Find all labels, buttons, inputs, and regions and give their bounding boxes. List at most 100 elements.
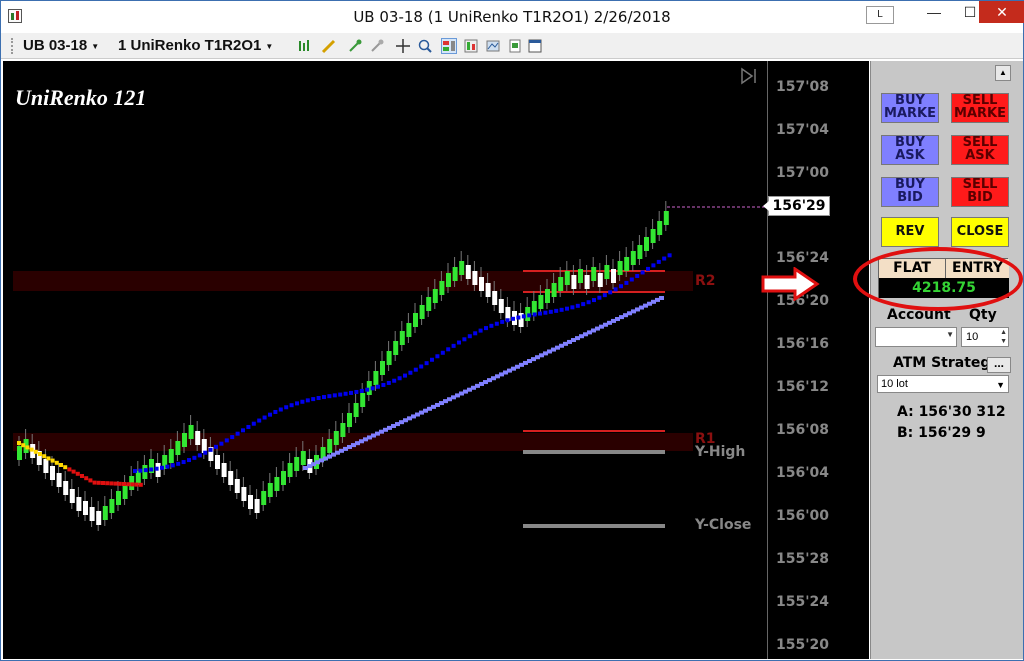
fast-ma-point bbox=[494, 321, 499, 326]
templates-icon[interactable] bbox=[485, 38, 501, 54]
fast-ma-point bbox=[575, 303, 580, 308]
fast-ma-point bbox=[581, 302, 586, 307]
ma-point bbox=[59, 463, 63, 467]
properties-icon[interactable] bbox=[347, 38, 363, 54]
up-brick bbox=[446, 273, 451, 287]
fast-ma-point bbox=[143, 468, 148, 473]
r2-band bbox=[13, 271, 693, 291]
slow-ma-point bbox=[591, 328, 596, 333]
fast-ma-point bbox=[219, 441, 224, 446]
fast-ma-point bbox=[629, 277, 634, 282]
up-brick bbox=[353, 403, 359, 417]
ma-point bbox=[117, 481, 122, 486]
down-brick bbox=[56, 473, 62, 487]
minimize-button[interactable]: — bbox=[927, 4, 941, 20]
up-brick bbox=[439, 281, 445, 295]
slow-ma-point bbox=[355, 441, 360, 446]
slow-ma-point bbox=[371, 433, 376, 438]
qty-label: Qty bbox=[969, 307, 997, 323]
slow-ma-point bbox=[451, 395, 456, 400]
spinner-arrows-icon[interactable]: ▲ ▼ bbox=[1000, 329, 1007, 345]
slow-ma-point bbox=[463, 389, 468, 394]
atm-strategy-select[interactable]: 10 lot ▼ bbox=[877, 375, 1009, 393]
chevron-down-icon: ▼ bbox=[996, 380, 1005, 390]
price-axis[interactable]: 157'08 157'04 157'00 156'24 156'20 156'16 156'… bbox=[767, 61, 869, 659]
price-tick-label: 155'20 bbox=[776, 637, 829, 653]
up-brick bbox=[663, 211, 669, 225]
toolbar-grip[interactable] bbox=[11, 38, 14, 54]
zoom-icon[interactable] bbox=[417, 38, 433, 54]
fast-ma-point bbox=[354, 389, 359, 394]
fast-ma-point bbox=[392, 378, 397, 383]
hide-icon[interactable] bbox=[369, 38, 385, 54]
fast-ma-point bbox=[613, 287, 618, 292]
sell-ask-button[interactable]: SELL ASK bbox=[951, 135, 1009, 165]
close-position-button[interactable]: CLOSE bbox=[951, 217, 1009, 247]
up-brick bbox=[287, 463, 293, 477]
fast-ma-point bbox=[408, 370, 413, 375]
down-brick bbox=[234, 479, 240, 493]
up-brick bbox=[591, 267, 597, 281]
slow-ma-point bbox=[619, 315, 624, 320]
down-brick bbox=[248, 495, 253, 509]
fast-ma-point bbox=[370, 386, 375, 391]
buy-ask-button[interactable]: BUY ASK bbox=[881, 135, 939, 165]
down-brick bbox=[96, 511, 102, 525]
crosshair-icon[interactable] bbox=[395, 38, 411, 54]
fast-ma-point bbox=[349, 390, 353, 395]
chart-plot-area[interactable] bbox=[3, 61, 869, 659]
slow-ma-point bbox=[519, 362, 524, 367]
layout-button[interactable]: L bbox=[866, 6, 894, 24]
price-tick-label: 155'28 bbox=[776, 551, 829, 567]
slow-ma-point bbox=[315, 460, 320, 465]
sheet-icon[interactable] bbox=[507, 38, 523, 54]
fast-ma-point bbox=[505, 318, 510, 323]
slow-ma-point bbox=[407, 416, 412, 421]
quantity-stepper[interactable]: 10 ▲ ▼ bbox=[961, 327, 1009, 347]
slow-ma-point bbox=[323, 456, 328, 461]
buy-market-button[interactable]: BUY MARKE bbox=[881, 93, 939, 123]
instrument-selector[interactable]: UB 03-18 ▼ bbox=[23, 37, 99, 54]
sell-market-button[interactable]: SELL MARKE bbox=[951, 93, 1009, 123]
buy-bid-button[interactable]: BUY BID bbox=[881, 177, 939, 207]
slow-ma-point bbox=[623, 313, 628, 318]
title-bar[interactable]: UB 03-18 (1 UniRenko T1R2O1) 2/26/2018 L… bbox=[1, 1, 1024, 33]
play-skip-icon[interactable] bbox=[739, 67, 759, 85]
reverse-button[interactable]: REV bbox=[881, 217, 939, 247]
up-brick bbox=[558, 277, 564, 291]
instrument-label: UB 03-18 bbox=[23, 37, 88, 54]
ma-point bbox=[46, 456, 51, 461]
chevron-down-icon: ▼ bbox=[265, 41, 274, 51]
panel-scroll-up-icon[interactable]: ▲ bbox=[995, 65, 1011, 81]
slow-ma-point bbox=[571, 338, 576, 343]
fast-ma-point bbox=[246, 424, 251, 429]
up-brick bbox=[261, 491, 267, 505]
up-brick bbox=[122, 485, 128, 499]
ma-point bbox=[80, 474, 84, 478]
sell-bid-button[interactable]: SELL BID bbox=[951, 177, 1009, 207]
fast-ma-point bbox=[559, 307, 564, 312]
fast-ma-point bbox=[473, 331, 478, 336]
chart-trader-icon[interactable] bbox=[441, 38, 457, 54]
slow-ma-point bbox=[411, 414, 416, 419]
atm-strategy-more-button[interactable]: ... bbox=[987, 357, 1011, 373]
close-button[interactable]: ✕ bbox=[979, 1, 1024, 23]
fast-ma-point bbox=[646, 266, 650, 271]
slow-ma-point bbox=[479, 381, 484, 386]
maximize-button[interactable]: ☐ bbox=[963, 4, 977, 20]
price-chart[interactable]: UniRenko 121 R2 R1 Y-High Y-Close 157'08… bbox=[3, 61, 869, 659]
data-box-icon[interactable] bbox=[463, 38, 479, 54]
bar-type-selector[interactable]: 1 UniRenko T1R2O1 ▼ bbox=[118, 37, 273, 54]
window-title: UB 03-18 (1 UniRenko T1R2O1) 2/26/2018 bbox=[353, 8, 671, 26]
bar-type-icon[interactable] bbox=[297, 38, 313, 54]
window-icon[interactable] bbox=[527, 38, 543, 54]
ma-point bbox=[50, 458, 55, 463]
slow-ma-point bbox=[375, 431, 380, 436]
fast-ma-point bbox=[359, 388, 364, 393]
up-brick bbox=[637, 245, 643, 259]
ma-point bbox=[105, 481, 110, 486]
account-select[interactable]: ▼ bbox=[875, 327, 957, 347]
draw-icon[interactable] bbox=[321, 38, 337, 54]
fast-ma-point bbox=[154, 466, 159, 471]
